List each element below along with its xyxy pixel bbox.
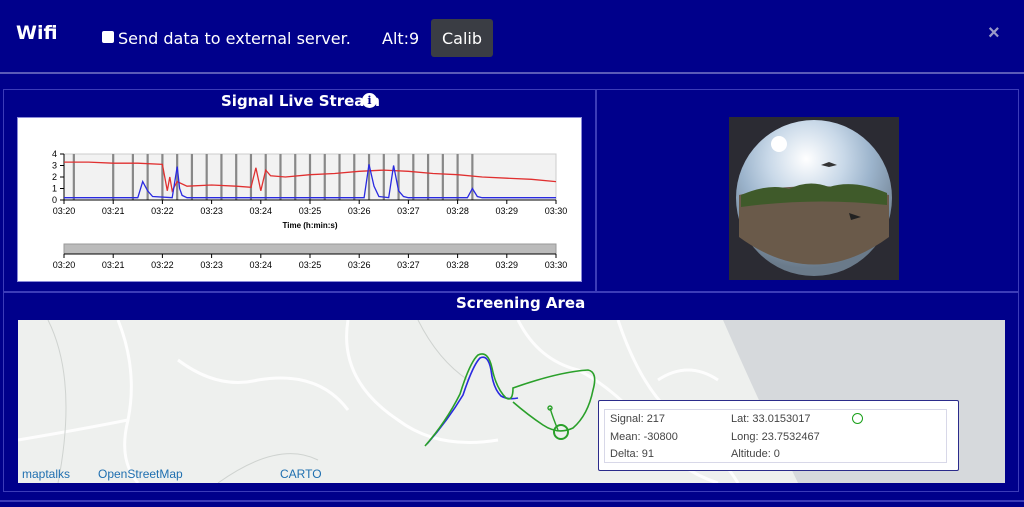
brush-tick-label: 03:23 <box>200 260 223 270</box>
signal-value: Signal: 217 <box>610 413 666 425</box>
brush-tick-label: 03:24 <box>250 260 273 270</box>
altitude-readout: Alt:9 <box>382 29 420 48</box>
x-tick-label: 03:29 <box>496 206 519 216</box>
brush-tick-label: 03:29 <box>496 260 519 270</box>
y-tick-label: 1 <box>52 184 57 194</box>
x-tick-label: 03:20 <box>53 206 76 216</box>
longitude-value: Long: 23.7532467 <box>731 431 820 443</box>
brush-tick-label: 03:30 <box>545 260 568 270</box>
send-data-label[interactable]: Send data to external server. <box>118 29 351 48</box>
signal-stream-panel <box>3 89 596 292</box>
brush-tick-label: 03:22 <box>151 260 174 270</box>
y-tick-label: 0 <box>52 195 57 205</box>
delta-value: Delta: 91 <box>610 448 655 460</box>
x-tick-label: 03:26 <box>348 206 371 216</box>
x-tick-label: 03:27 <box>397 206 420 216</box>
time-range-brush <box>63 243 557 255</box>
dialog-title: Wifi <box>16 22 58 44</box>
signal-stream-title: Signal Live Stream <box>221 92 381 110</box>
altitude-value: Altitude: 0 <box>731 448 780 460</box>
x-tick-label: 03:25 <box>299 206 322 216</box>
brush-tick-label: 03:25 <box>299 260 322 270</box>
camera-feed <box>729 117 899 280</box>
brush-tick-label: 03:21 <box>102 260 125 270</box>
brush-tick-label: 03:27 <box>397 260 420 270</box>
attribution-maptalks[interactable]: maptalks <box>22 467 71 481</box>
fisheye-image <box>729 117 899 280</box>
close-icon[interactable]: × <box>988 22 1000 44</box>
signal-chart: 01 23 4 03:20 03:21 03:22 03:23 03:24 03:25 03:26… <box>52 149 568 270</box>
drone-track-green <box>424 353 596 447</box>
drone-position-marker <box>553 424 569 440</box>
brush-tick-label: 03:28 <box>446 260 469 270</box>
drone-track-blue <box>426 356 519 445</box>
footer-divider <box>0 500 1024 502</box>
telemetry-info-inner <box>604 409 947 463</box>
send-data-checkbox[interactable] <box>102 31 114 43</box>
x-tick-label: 03:28 <box>446 206 469 216</box>
series-line-1 <box>64 161 557 193</box>
latitude-value: Lat: 33.0153017 <box>731 413 811 425</box>
attribution-osm[interactable]: OpenStreetMap <box>98 467 183 481</box>
x-tick-label: 03:30 <box>545 206 568 216</box>
signal-chart-frame: 0 1 2 3 4 03:20 03:21 03:22 03:23 03:24 03:25 03:26… <box>17 117 582 282</box>
attribution-carto[interactable]: CARTO <box>280 467 322 481</box>
status-indicator-icon <box>852 413 863 424</box>
y-tick-label: 3 <box>52 161 57 171</box>
x-tick-label: 03:21 <box>102 206 125 216</box>
x-tick-label: 03:22 <box>151 206 174 216</box>
mean-value: Mean: -30800 <box>610 431 678 443</box>
telemetry-info-box <box>598 400 959 471</box>
series-line-2 <box>64 164 556 199</box>
y-tick-label: 4 <box>52 149 57 159</box>
y-tick-label: 2 <box>52 172 57 182</box>
brush-tick-label: 03:20 <box>53 260 76 270</box>
brush-tick-label: 03:26 <box>348 260 371 270</box>
screening-area-title: Screening Area <box>456 294 586 312</box>
info-icon[interactable]: i <box>362 93 377 108</box>
header-divider <box>0 72 1024 74</box>
x-tick-label: 03:23 <box>200 206 223 216</box>
dialog-header: Wifi Send data to external server. Alt:9… <box>0 0 1024 72</box>
x-axis-label: Time (h:min:s) <box>283 221 338 230</box>
x-tick-label: 03:24 <box>250 206 273 216</box>
calib-button[interactable]: Calib <box>431 19 493 57</box>
camera-panel <box>596 89 1019 292</box>
screening-panel <box>3 292 1019 492</box>
